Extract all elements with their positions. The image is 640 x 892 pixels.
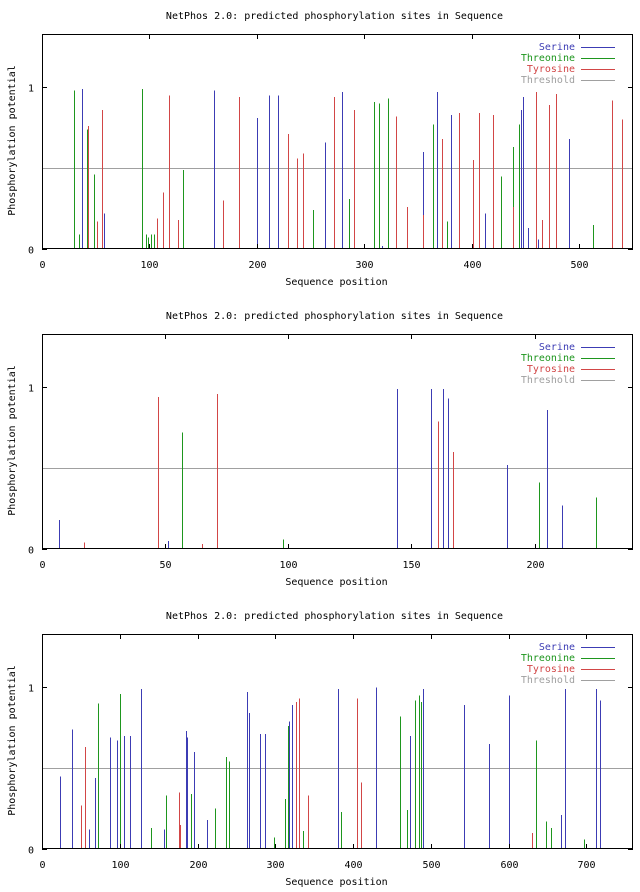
chart-3-x-tick-label-5: 400 <box>344 860 362 871</box>
chart-3-x-tick-label-1: 0 <box>39 860 45 871</box>
chart-3-y-tick-label-1: 0 <box>28 846 34 857</box>
chart-3-x-axis-label: Sequence position <box>285 877 387 888</box>
chart-3-x-tick-label-6: 500 <box>422 860 440 871</box>
chart-2-title: NetPhos 2.0: predicted phosphorylation s… <box>166 311 503 322</box>
chart-1-y-axis-label: Phosphorylation potential <box>7 65 18 216</box>
chart-3-y-axis-label: Phosphorylation potential <box>7 665 18 816</box>
chart-2-x-tick-label-1: 0 <box>39 560 45 571</box>
chart-2-legend-label-tyrosine: Tyrosine <box>527 364 575 375</box>
chart-2-x-axis-label: Sequence position <box>285 577 387 588</box>
chart-2-y-axis-label: Phosphorylation potential <box>7 365 18 516</box>
chart-2-legend-label-threshold: Threshold <box>521 375 575 386</box>
chart-3-x-tick-label-8: 700 <box>577 860 595 871</box>
chart-2-y-tick-label-2: 1 <box>28 384 34 395</box>
chart-2-x-tick-label-4: 150 <box>402 560 420 571</box>
chart-2-x-tick-label-5: 200 <box>526 560 544 571</box>
chart-1-plot-frame <box>42 34 633 249</box>
chart-3-y-tick-label-2: 1 <box>28 684 34 695</box>
chart-1-legend-label-serine: Serine <box>539 42 575 53</box>
chart-1-x-axis-label: Sequence position <box>285 277 387 288</box>
chart-1-legend-label-threshold: Threshold <box>521 75 575 86</box>
chart-3-legend-label-serine: Serine <box>539 642 575 653</box>
chart-1-x-tick-label-5: 400 <box>463 260 481 271</box>
chart-3-x-tick-label-2: 100 <box>111 860 129 871</box>
chart-3-plot-frame <box>42 634 633 849</box>
chart-3-title: NetPhos 2.0: predicted phosphorylation s… <box>166 611 503 622</box>
chart-3-x-tick-label-3: 200 <box>189 860 207 871</box>
chart-3-legend-label-threonine: Threonine <box>521 653 575 664</box>
chart-2-plot-frame <box>42 334 633 549</box>
chart-2-legend-label-threonine: Threonine <box>521 353 575 364</box>
chart-1-x-tick-label-2: 100 <box>140 260 158 271</box>
chart-1-legend-label-threonine: Threonine <box>521 53 575 64</box>
chart-1-x-tick-label-6: 500 <box>570 260 588 271</box>
chart-1-x-tick-label-1: 0 <box>39 260 45 271</box>
chart-3-legend-label-tyrosine: Tyrosine <box>527 664 575 675</box>
chart-1-y-tick-label-2: 1 <box>28 84 34 95</box>
chart-1-y-tick-label-1: 0 <box>28 246 34 257</box>
chart-1-title: NetPhos 2.0: predicted phosphorylation s… <box>166 11 503 22</box>
chart-3-x-tick-label-7: 600 <box>500 860 518 871</box>
chart-1-x-tick-label-3: 200 <box>248 260 266 271</box>
chart-1-legend-label-tyrosine: Tyrosine <box>527 64 575 75</box>
chart-2-legend-label-serine: Serine <box>539 342 575 353</box>
chart-3-legend-label-threshold: Threshold <box>521 675 575 686</box>
chart-2-x-tick-label-3: 100 <box>279 560 297 571</box>
chart-2-x-tick-label-2: 50 <box>159 560 171 571</box>
chart-1-x-tick-label-4: 300 <box>355 260 373 271</box>
chart-3-x-tick-label-4: 300 <box>266 860 284 871</box>
chart-2-y-tick-label-1: 0 <box>28 546 34 557</box>
